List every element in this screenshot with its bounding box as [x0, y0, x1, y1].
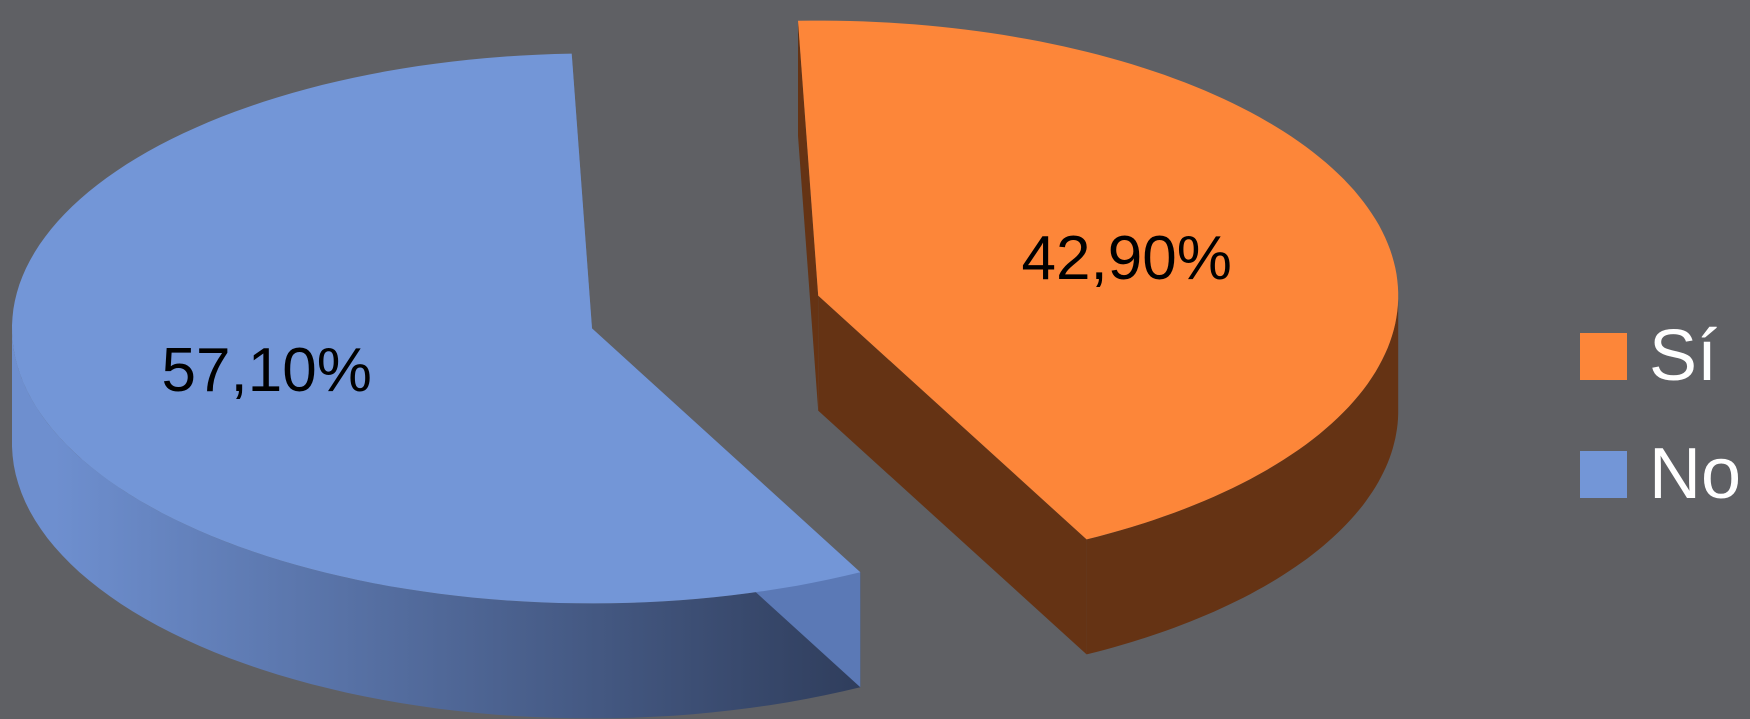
- legend: Sí No: [1580, 316, 1741, 514]
- legend-swatch-no: [1580, 451, 1627, 498]
- data-label-si: 42,90%: [1022, 224, 1232, 293]
- legend-label-si: Sí: [1649, 316, 1717, 396]
- legend-label-no: No: [1649, 434, 1741, 514]
- legend-swatch-si: [1580, 333, 1627, 380]
- data-label-no: 57,10%: [162, 336, 372, 405]
